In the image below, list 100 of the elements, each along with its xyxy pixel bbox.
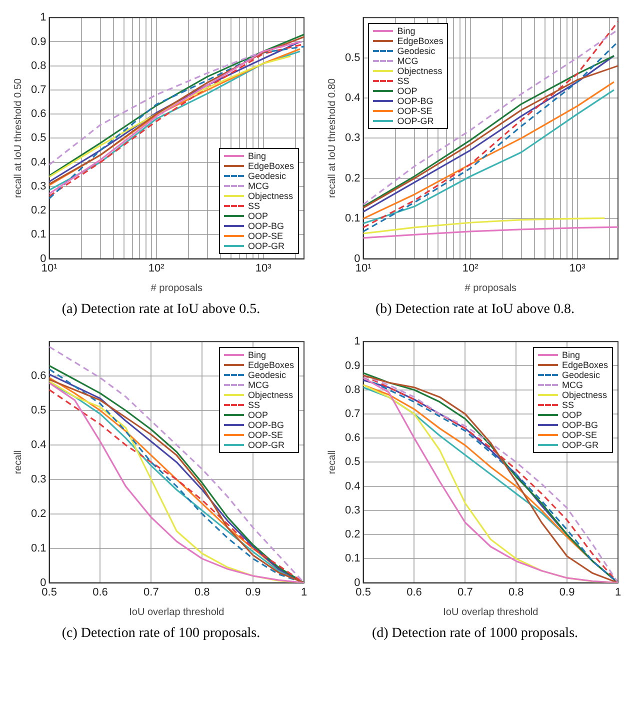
y-axis-title: recall (12, 450, 24, 474)
x-tick-label: 10³ (255, 262, 272, 274)
text: (b) Detection rate at IoU above 0.8. (374, 302, 576, 318)
y-tick-label: 0.8 (30, 60, 46, 72)
text: (c) Detection rate of 100 proposals. (60, 626, 262, 642)
y-tick-label: 0.5 (30, 404, 46, 417)
y-tick-label: 0 (40, 252, 46, 265)
legend-label: OOP-SE (248, 430, 283, 440)
y-tick-label: 0.4 (30, 156, 46, 168)
x-axis-title: # proposals (150, 282, 202, 294)
legend-label: Bing (248, 150, 266, 161)
legend-label: Bing (397, 26, 416, 36)
y-tick-label: 0.1 (30, 228, 46, 241)
y-tick-label: 0.9 (344, 360, 360, 372)
legend-label: OOP-SE (397, 106, 432, 116)
y-tick-label: 0 (354, 576, 360, 589)
x-tick-label: 0.8 (508, 586, 524, 598)
y-tick-label: 0.7 (344, 408, 360, 420)
y-tick-label: 0.3 (30, 180, 46, 192)
legend-label: Geodesic (248, 170, 286, 181)
x-tick-label: 10¹ (41, 262, 58, 274)
legend-label: SS (248, 400, 260, 410)
text: (a) Detection rate at IoU above 0.5. (60, 302, 262, 318)
y-tick-label: 0.1 (30, 542, 46, 554)
x-axis-title: # proposals (464, 282, 516, 294)
text: (d) Detection rate of 1000 proposals. (370, 626, 580, 642)
legend-label: MCG (248, 180, 269, 191)
y-tick-label: 0.5 (344, 52, 360, 64)
y-axis-title: recall at IoU threshold 0.50 (12, 78, 24, 198)
legend-label: OOP (562, 410, 582, 420)
legend-label: OOP-SE (248, 230, 283, 241)
legend-label: Objectness (397, 66, 442, 76)
y-tick-label: 0.8 (344, 384, 360, 396)
y-tick-label: 0.9 (30, 36, 46, 48)
y-tick-label: 0.2 (344, 172, 360, 184)
legend-label: MCG (397, 56, 418, 66)
legend-label: Bing (562, 350, 580, 360)
y-tick-label: 0.4 (344, 480, 360, 492)
y-tick-label: 0.6 (344, 432, 360, 444)
legend-label: OOP-SE (562, 430, 597, 440)
legend-label: OOP-GR (397, 116, 434, 126)
legend-label: OOP-BG (562, 420, 598, 430)
legend-label: EdgeBoxes (248, 160, 294, 171)
y-tick-label: 0.3 (30, 473, 46, 486)
y-axis-title: recall (326, 450, 338, 474)
legend-label: Geodesic (562, 370, 600, 380)
x-tick-label: 0.7 (458, 586, 473, 598)
legend-label: OOP-GR (562, 440, 598, 450)
y-tick-label: 0.3 (344, 132, 360, 144)
legend-label: OOP-BG (248, 420, 284, 430)
legend-label: MCG (248, 380, 269, 390)
y-tick-label: 0.7 (30, 84, 46, 96)
x-tick-label: 10¹ (355, 262, 372, 274)
x-tick-label: 0.6 (92, 586, 108, 598)
y-tick-label: 0.4 (344, 92, 360, 104)
y-tick-label: 0.2 (30, 204, 46, 217)
legend-label: Geodesic (397, 46, 436, 56)
y-tick-label: 0.6 (30, 108, 46, 120)
x-tick-label: 0.8 (194, 586, 210, 598)
x-tick-label: 0.7 (144, 586, 159, 598)
y-tick-label: 0.2 (344, 528, 360, 541)
legend-label: Objectness (248, 390, 293, 400)
y-tick-label: 0 (40, 576, 46, 589)
legend-label: Bing (248, 350, 266, 360)
y-tick-label: 0.2 (30, 508, 46, 520)
x-tick-label: 1 (614, 586, 622, 598)
x-tick-label: 10³ (569, 262, 586, 274)
legend-label: MCG (562, 380, 583, 390)
legend-label: OOP-BG (397, 96, 434, 106)
x-axis-title: IoU overlap threshold (129, 606, 224, 618)
legend-label: Geodesic (248, 370, 286, 380)
y-tick-label: 0.5 (344, 456, 360, 468)
x-tick-label: 10² (148, 262, 165, 274)
x-tick-label: 1 (300, 586, 308, 598)
legend-label: SS (248, 200, 260, 211)
y-tick-label: 0.3 (344, 504, 360, 516)
legend-label: OOP (248, 410, 268, 420)
y-tick-label: 0.4 (30, 439, 46, 452)
legend-label: OOP-GR (248, 240, 284, 251)
y-tick-label: 0.5 (30, 132, 46, 144)
legend-label: OOP-GR (248, 440, 284, 450)
legend-label: EdgeBoxes (562, 360, 608, 370)
x-axis-title: IoU overlap threshold (443, 606, 538, 618)
x-tick-label: 0.9 (245, 586, 261, 598)
legend-label: EdgeBoxes (248, 360, 294, 370)
legend-label: OOP-BG (248, 220, 284, 231)
y-tick-label: 0.6 (30, 370, 46, 382)
legend-label: OOP (397, 86, 418, 96)
y-axis-title: recall at IoU threshold 0.80 (326, 78, 338, 198)
legend-label: SS (397, 76, 410, 86)
legend-label: SS (562, 400, 574, 410)
y-tick-label: 1 (354, 336, 360, 348)
x-tick-label: 10² (462, 262, 479, 274)
x-tick-label: 0.9 (559, 586, 575, 598)
y-tick-label: 0.1 (344, 552, 360, 565)
y-tick-label: 1 (40, 12, 46, 24)
y-tick-label: 0 (354, 252, 360, 265)
legend-label: OOP (248, 210, 268, 221)
y-tick-label: 0.1 (344, 212, 360, 225)
legend-label: Objectness (248, 190, 293, 201)
